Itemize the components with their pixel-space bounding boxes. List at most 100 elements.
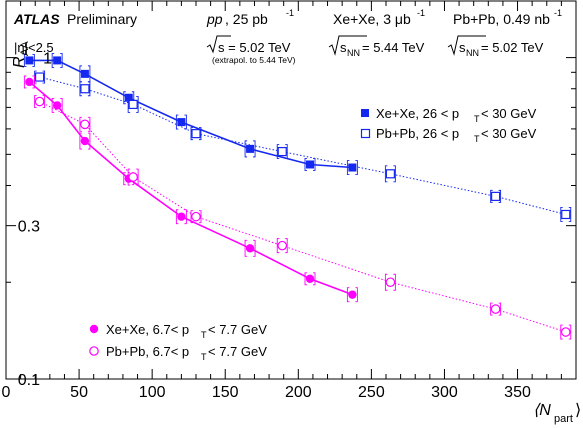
- systematic-bracket: [190, 210, 202, 224]
- data-point: [80, 84, 90, 94]
- header: ATLAS Preliminary pp , 25 pb -1 Xe+Xe, 3…: [13, 8, 562, 65]
- x-axis-title-main: ⟨N: [533, 402, 551, 419]
- data-point: [491, 191, 501, 201]
- legend-marker-xexe-low: [89, 324, 99, 334]
- pp-lumi-exp: -1: [286, 8, 294, 18]
- data-point: [177, 212, 186, 221]
- sqrt-sign-xexe: [328, 35, 367, 56]
- legend-marker-xexe-high: [361, 109, 369, 117]
- systematic-bracket: [560, 324, 572, 340]
- sqrt-snn-xexe-value: = 5.44 TeV: [362, 40, 425, 55]
- data-point: [128, 172, 138, 182]
- systematic-bracket: [244, 140, 256, 158]
- data-point: [560, 327, 571, 337]
- systematic-bracket: [490, 302, 502, 316]
- systematic-bracket: [127, 168, 139, 186]
- legend-pt-sub-pbpb-low: T: [201, 352, 207, 362]
- plot-frame: [5, 0, 577, 380]
- data-point: [52, 101, 62, 110]
- data-point: [177, 118, 186, 127]
- legend-suffix-pbpb-low: < 7.7 GeV: [208, 344, 267, 359]
- data-point: [34, 96, 45, 107]
- x-tick-label: 50: [70, 384, 88, 401]
- xexe-lumi-exp: -1: [417, 8, 425, 18]
- systematic-bracket: [79, 116, 91, 132]
- data-point: [35, 72, 45, 82]
- data-point: [277, 240, 288, 251]
- legend-marker-pbpb-low: [89, 346, 99, 356]
- data-point: [25, 56, 34, 65]
- preliminary-label: Preliminary: [67, 11, 137, 27]
- series-line-3: [39, 101, 566, 333]
- data-point: [277, 146, 287, 157]
- systematic-bracket: [190, 127, 202, 141]
- systematic-bracket: [34, 95, 46, 108]
- atlas-label: ATLAS: [13, 11, 60, 27]
- legend-marker-pbpb-high: [360, 128, 371, 139]
- x-tick-label: 200: [285, 384, 312, 401]
- eta-cut: |η|<2.5: [14, 40, 54, 55]
- y-tick-label: 1: [43, 51, 52, 68]
- data-point: [348, 163, 357, 172]
- data-point: [490, 304, 501, 314]
- data-point: [348, 290, 357, 299]
- legend-label-pbpb-low: Pb+Pb, 6.7< p: [106, 344, 189, 359]
- systematic-bracket: [175, 209, 187, 225]
- legend-pt-sub-xexe-low: T: [201, 330, 207, 340]
- data-point: [80, 69, 89, 78]
- legend-suffix-xexe-low: < 7.7 GeV: [208, 322, 267, 337]
- sqrt-s-pp: s = 5.02 TeV: [218, 40, 291, 55]
- data-point: [128, 99, 138, 110]
- data-point: [80, 136, 90, 146]
- sqrt-snn-xexe-sub: NN: [347, 48, 360, 58]
- legend-label-xexe-low: Xe+Xe, 6.7< p: [106, 322, 189, 337]
- systematic-bracket: [490, 189, 502, 203]
- axis-layer: 0 50 100 150 200 250 300 350 0.1 0.3 1: [2, 1, 577, 401]
- series-line-1: [39, 76, 566, 215]
- x-tick-label: 350: [504, 384, 531, 401]
- extrapolation-note: (extrapol. to 5.44 TeV): [212, 55, 296, 65]
- x-tick-label: 250: [358, 384, 385, 401]
- y-tick-label: 0.3: [18, 219, 40, 236]
- pbpb-lumi-exp: -1: [554, 8, 562, 18]
- y-axis-title-main: R: [11, 56, 28, 68]
- legend-low-pt: Xe+Xe, 6.7< p T < 7.7 GeV Pb+Pb, 6.7< p …: [89, 322, 267, 362]
- systematic-bracket: [51, 97, 63, 113]
- sqrt-snn-pbpb-value: = 5.02 TeV: [481, 40, 544, 55]
- systematic-bracket: [127, 95, 139, 113]
- x-tick-label: 100: [139, 384, 166, 401]
- x-axis-title-close: ⟩: [575, 402, 581, 419]
- data-point: [53, 56, 62, 65]
- pp-lumi: , 25 pb: [225, 11, 268, 27]
- pbpb-lumi: Pb+Pb, 0.49 nb: [453, 11, 550, 27]
- legend-label-xexe-high: Xe+Xe, 26 < p: [376, 106, 459, 121]
- xexe-lumi: Xe+Xe, 3 μb: [333, 11, 411, 27]
- data-point: [80, 119, 90, 130]
- sqrt-sign-pp: [206, 35, 231, 54]
- systematic-bracket: [276, 238, 288, 254]
- systematic-bracket: [304, 272, 316, 286]
- systematic-bracket: [23, 53, 35, 67]
- systematic-bracket: [79, 132, 91, 150]
- legend-pt-sub-xexe-high: T: [474, 114, 480, 124]
- data-point: [246, 144, 255, 153]
- systematic-bracket: [384, 273, 396, 291]
- data-point: [191, 211, 201, 222]
- systematic-bracket: [346, 160, 358, 175]
- systematic-bracket: [560, 207, 572, 222]
- legend-suffix-xexe-high: < 30 GeV: [481, 106, 537, 121]
- legend-pt-sub-pbpb-high: T: [474, 134, 480, 144]
- data-point: [124, 93, 133, 102]
- legend-high-pt: Xe+Xe, 26 < p T < 30 GeV Pb+Pb, 26 < p T…: [360, 106, 537, 144]
- data-point: [25, 77, 34, 87]
- x-axis-title: ⟨N part ⟩: [533, 402, 581, 425]
- x-tick-label: 300: [431, 384, 458, 401]
- x-tick-label: 150: [212, 384, 239, 401]
- pp-label: pp: [206, 11, 223, 27]
- y-axis-title: R AA: [11, 41, 31, 68]
- legend-suffix-pbpb-high: < 30 GeV: [481, 126, 537, 141]
- systematic-bracket: [79, 81, 91, 97]
- systematic-bracket: [276, 144, 288, 160]
- sqrt-sign-pbpb: [447, 35, 486, 56]
